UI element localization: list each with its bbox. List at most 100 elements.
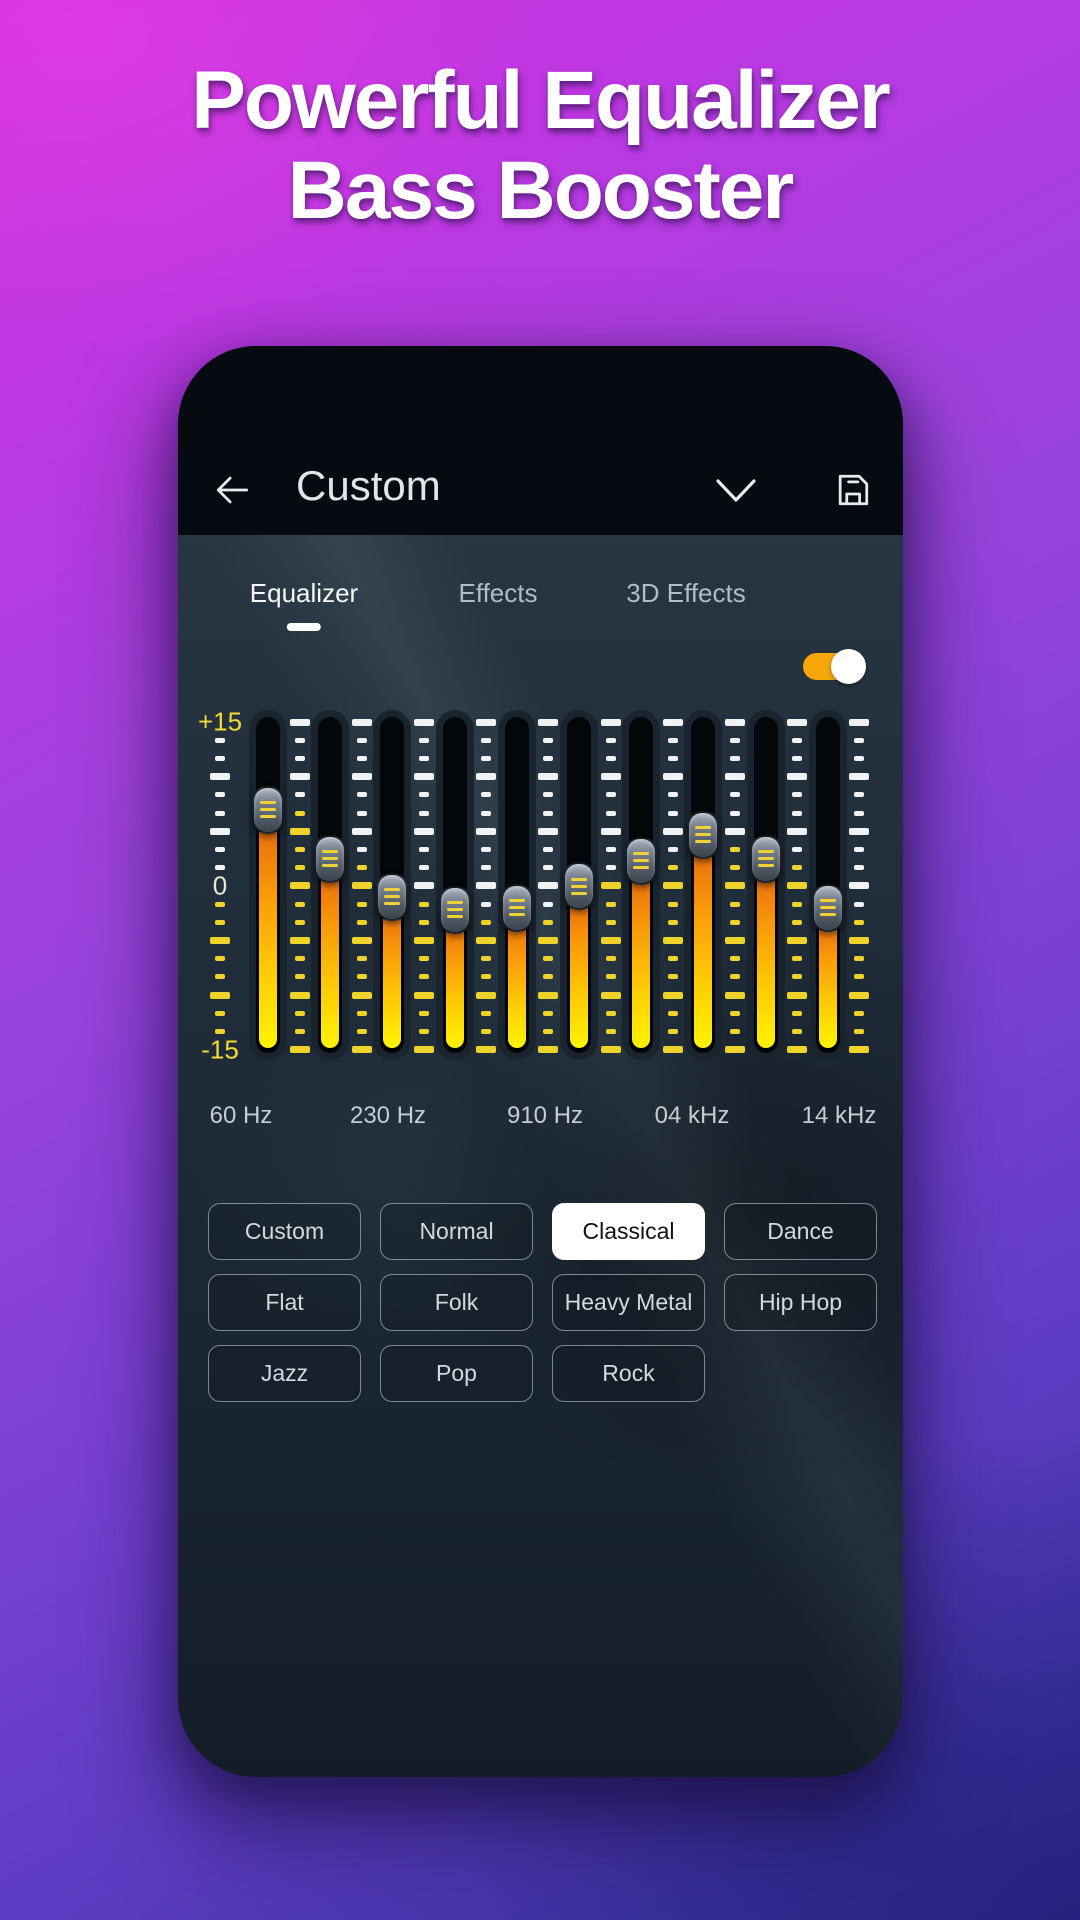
eq-scale-tick [215, 1028, 225, 1034]
eq-band-thumb-5[interactable] [500, 883, 533, 932]
eq-scale-tick [600, 1046, 621, 1054]
eq-enable-toggle[interactable] [803, 649, 866, 684]
eq-scale-tick [210, 827, 230, 835]
back-icon[interactable] [210, 468, 254, 512]
eq-scale-tick [413, 773, 434, 781]
eq-scale-tick [543, 974, 554, 980]
eq-band-thumb-6[interactable] [563, 862, 595, 910]
preset-hip-hop[interactable]: Hip Hop [724, 1274, 877, 1331]
eq-scale-tick [543, 737, 554, 743]
eq-band-thumb-3[interactable] [376, 872, 409, 921]
eq-scale-tick [792, 901, 803, 907]
eq-scale-tick [667, 956, 678, 962]
eq-scale-tick [418, 1010, 429, 1016]
eq-scale-tick [476, 827, 497, 835]
eq-scale-tick [294, 737, 305, 743]
eq-scale-tick [724, 718, 745, 726]
eq-scale-tick [356, 755, 367, 761]
eq-band-thumb-8[interactable] [687, 810, 720, 859]
eq-scale-tick [356, 974, 367, 980]
eq-scale-tick [792, 737, 803, 743]
eq-scale-tick [849, 718, 870, 726]
eq-scale-tick [792, 919, 803, 925]
eq-scale-tick [413, 882, 434, 890]
eq-scale-tick [787, 882, 808, 890]
eq-scale-tick [481, 737, 492, 743]
eq-scale-tick [854, 810, 865, 816]
eq-band-thumb-4[interactable] [438, 885, 471, 934]
eq-scale-tick [538, 936, 559, 944]
eq-scale-tick [294, 1028, 305, 1034]
eq-band-thumb-7[interactable] [625, 836, 658, 885]
eq-scale-tick [792, 974, 803, 980]
eq-scale-tick [792, 1010, 803, 1016]
chevron-down-icon[interactable] [712, 476, 760, 506]
eq-scale-tick [854, 974, 865, 980]
eq-scale-tick [538, 773, 559, 781]
eq-scale-tick [729, 1010, 740, 1016]
eq-scale-tick [729, 865, 740, 871]
preset-jazz[interactable]: Jazz [208, 1345, 361, 1402]
eq-scale-tick [356, 792, 367, 798]
preset-dance[interactable]: Dance [724, 1203, 877, 1260]
save-icon[interactable] [831, 466, 875, 514]
eq-scale-tick [476, 991, 497, 999]
eq-scale-tick [787, 1046, 808, 1054]
eq-scale-tick [854, 1028, 865, 1034]
eq-scale-tick [294, 846, 305, 852]
preset-rock[interactable]: Rock [552, 1345, 705, 1402]
tab-3d-effects[interactable]: 3D Effects [626, 578, 746, 608]
eq-scale-tick [356, 901, 367, 907]
eq-band-thumb-2[interactable] [314, 834, 347, 883]
eq-band-thumb-1[interactable] [252, 785, 284, 834]
eq-scale-tick [667, 919, 678, 925]
eq-scale-tick [351, 882, 372, 890]
eq-scale-tick [481, 974, 492, 980]
preset-title: Custom [296, 462, 441, 509]
eq-scale-tick [356, 919, 367, 925]
eq-scale-tick [667, 974, 678, 980]
eq-scale-tick [418, 755, 429, 761]
eq-scale-tick [662, 827, 683, 835]
eq-scale-tick [605, 810, 616, 816]
freq-label-60-hz: 60 Hz [209, 1102, 273, 1129]
eq-scale-tick [294, 865, 305, 871]
eq-scale-tick [351, 1046, 372, 1054]
preset-custom[interactable]: Custom [208, 1203, 361, 1260]
eq-scale-tick [729, 919, 740, 925]
preset-folk[interactable]: Folk [380, 1274, 533, 1331]
eq-scale-tick [792, 755, 803, 761]
eq-band-thumb-10[interactable] [811, 883, 844, 932]
eq-scale-tick [481, 901, 492, 907]
eq-scale-tick [792, 1028, 803, 1034]
eq-scale-tick [215, 810, 225, 816]
tab-effects[interactable]: Effects [458, 578, 538, 608]
eq-band-fill-1 [259, 809, 277, 1048]
eq-scale-tick [481, 1028, 492, 1034]
freq-label-230-hz: 230 Hz [349, 1102, 427, 1129]
eq-scale-tick [543, 919, 554, 925]
preset-normal[interactable]: Normal [380, 1203, 533, 1260]
preset-heavy-metal[interactable]: Heavy Metal [552, 1274, 705, 1331]
toggle-knob[interactable] [831, 649, 866, 684]
preset-flat[interactable]: Flat [208, 1274, 361, 1331]
eq-scale-tick [729, 974, 740, 980]
scale-label-zero: 0 [212, 870, 228, 901]
preset-classical[interactable]: Classical [552, 1203, 705, 1260]
preset-pop[interactable]: Pop [380, 1345, 533, 1402]
tab-equalizer[interactable]: Equalizer [250, 578, 358, 631]
eq-scale-tick [787, 936, 808, 944]
eq-band-fill-9 [756, 858, 775, 1048]
eq-scale-tick [351, 827, 372, 835]
eq-scale-tick [849, 882, 870, 890]
eq-scale-tick [605, 974, 616, 980]
eq-scale-tick [538, 718, 559, 726]
eq-scale-tick [667, 755, 678, 761]
eq-scale-tick [210, 773, 230, 781]
eq-scale-tick [294, 974, 305, 980]
eq-band-thumb-9[interactable] [749, 834, 782, 883]
eq-scale-tick [600, 718, 621, 726]
eq-scale-tick [543, 792, 554, 798]
eq-scale-tick [729, 755, 740, 761]
eq-scale-tick [729, 792, 740, 798]
